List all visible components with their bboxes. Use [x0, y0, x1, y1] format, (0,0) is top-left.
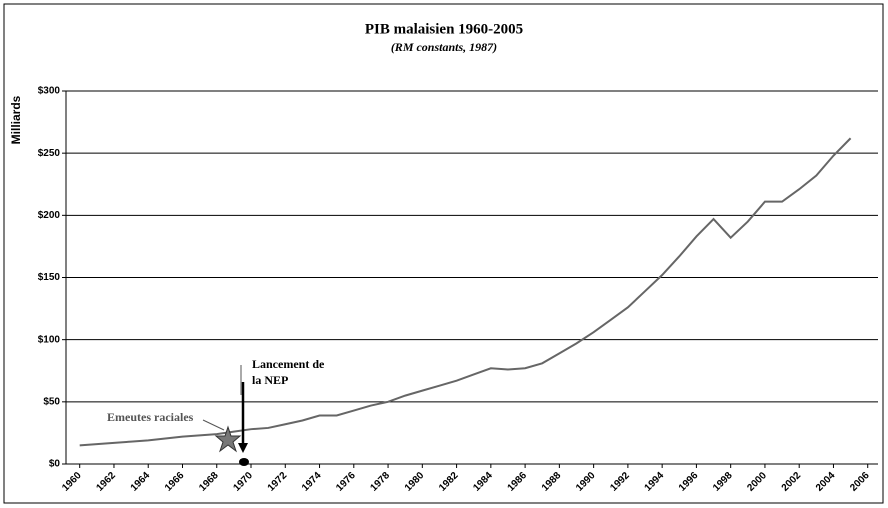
y-tick-label: $300: [38, 86, 61, 97]
y-tick-label: $250: [38, 148, 61, 159]
arrow-head: [238, 443, 248, 453]
annotation-pointer: [202, 419, 225, 431]
y-axis-label: Milliards: [9, 95, 23, 144]
y-tick-label: $100: [38, 334, 61, 345]
y-tick-label: $0: [49, 459, 61, 470]
star-marker: [214, 425, 242, 453]
y-tick-label: $200: [38, 210, 61, 221]
chart-subtitle: (RM constants, 1987): [391, 40, 497, 54]
y-tick-label: $150: [38, 272, 61, 283]
data-line: [79, 137, 852, 447]
annotation: Lancement de: [252, 357, 325, 371]
dot-marker: [239, 458, 249, 466]
annotation: Emeutes raciales: [107, 410, 194, 424]
y-tick-label: $50: [43, 396, 60, 407]
chart-frame: [3, 3, 884, 504]
annotation: la NEP: [252, 373, 288, 387]
chart-title: PIB malaisien 1960-2005: [365, 21, 523, 37]
